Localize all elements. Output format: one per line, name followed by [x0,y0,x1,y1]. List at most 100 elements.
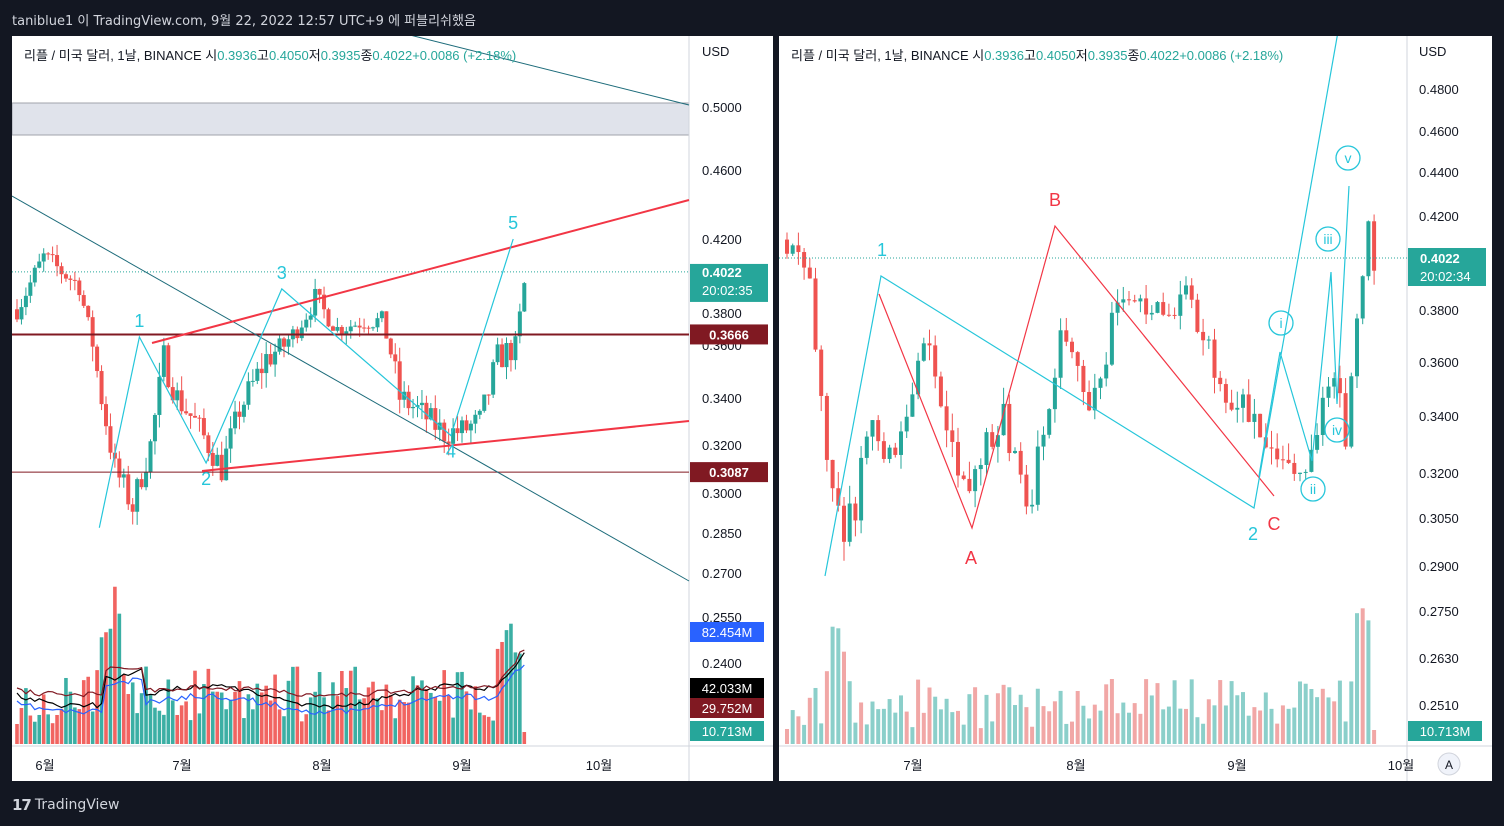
left-candle [393,354,398,362]
left-candle [442,422,447,442]
right-candle [967,478,972,492]
right-volume-bar [1275,723,1280,744]
left-volume-bar [117,613,122,744]
left-candle [268,354,273,365]
left-volume-bar [179,705,184,744]
y-tick-label-right: 0.3400 [1419,409,1459,424]
left-volume-bar [130,682,135,744]
auto-scale-button[interactable] [1437,752,1461,776]
left-volume-bar [90,711,95,744]
right-volume-bar [1052,701,1057,744]
right-candle [876,420,881,442]
left-volume-bar [46,714,50,744]
right-candle [785,239,789,254]
right-volume-bar [1109,679,1114,744]
left-candle [486,394,491,396]
right-candle [1372,221,1377,271]
right-candle [802,252,807,268]
right-volume-bar [1326,697,1331,744]
left-volume-bar [415,685,420,744]
right-candle [1132,300,1137,302]
right-volume-bar [1229,681,1234,744]
right-candle [1332,378,1337,387]
left-volume-bar [420,680,424,744]
right-candle [1366,221,1371,277]
right-candle [893,447,898,455]
y-tick-label-right: 0.4200 [1419,209,1459,224]
left-volume-bar [518,653,522,744]
left-volume-bar [184,701,188,744]
left-candle [419,402,424,406]
left-candle [366,327,371,329]
left-volume-bar [344,688,349,744]
right-volume-bar [1172,680,1177,744]
right-candle [1041,434,1046,447]
left-volume-bar [122,674,126,744]
left-candle [246,381,251,405]
right-volume-bar [1144,679,1149,744]
chart-panel-left[interactable]: 1 2 3 4 5 리플 / 미국 달러, 1날, BINANCE 시 0.3936 고 0.… [12,36,773,781]
right-candle [1013,450,1017,454]
left-volume-bar [50,723,55,744]
right-volume-bar [1206,699,1211,744]
right-candle [904,416,909,432]
wedge-line-lower [201,420,690,472]
wave-label-2: 2 [201,469,211,489]
left-volume-bar [371,681,375,744]
right-volume-bar [1018,694,1023,744]
left-volume-bar [397,699,402,744]
left-candle [23,295,28,308]
right-candle [1138,298,1143,302]
left-volume-bar [108,628,113,744]
left-candle [460,420,464,434]
right-volume-bar [921,712,926,744]
right-volume-bar [1269,708,1274,744]
left-candle [184,411,189,414]
y-tick-label: 0.3800 [702,306,742,321]
left-volume-bar [41,694,46,744]
right-volume-bar [1303,683,1308,744]
left-volume-bar [482,715,487,744]
left-volume-bar [73,707,77,744]
left-volume-bar [469,709,473,744]
right-volume-bar [910,727,915,744]
right-candle [1155,302,1160,313]
left-volume-bar [28,715,33,744]
left-candle [15,309,19,320]
left-volume-bar [193,670,197,744]
tradingview-brand[interactable]: 17 TradingView [12,796,119,814]
left-candle [308,315,313,320]
left-candle [237,411,242,417]
left-candle [353,325,358,327]
right-candle [1098,378,1103,388]
left-candle [304,319,309,328]
left-candle [455,428,460,434]
left-volume-bar [197,713,202,744]
left-candle [255,368,260,381]
right-candle [995,435,1000,447]
right-volume-bar [807,697,812,744]
left-candle [233,411,238,429]
left-candle [500,344,505,368]
left-volume-bar [99,637,104,744]
left-volume-bar [77,709,82,744]
left-volume-bar [473,686,478,744]
wave-12-path [824,36,1338,577]
right-candle [1166,314,1171,316]
right-candle [899,431,903,455]
wave-label-5: 5 [508,213,518,233]
subwave-circle-v [1335,145,1361,171]
right-volume-bar [973,687,978,744]
left-volume-bar [282,716,286,744]
right-candle [1355,318,1359,377]
volume-label-right: 10.713M [1420,724,1471,739]
left-candle [63,274,68,279]
left-candle [411,406,416,409]
right-candle [1149,312,1154,315]
brand-name: TradingView [34,797,120,813]
symbol-info-3: 0.4050 [269,48,309,63]
y-tick-label-right: 0.3600 [1419,355,1459,370]
